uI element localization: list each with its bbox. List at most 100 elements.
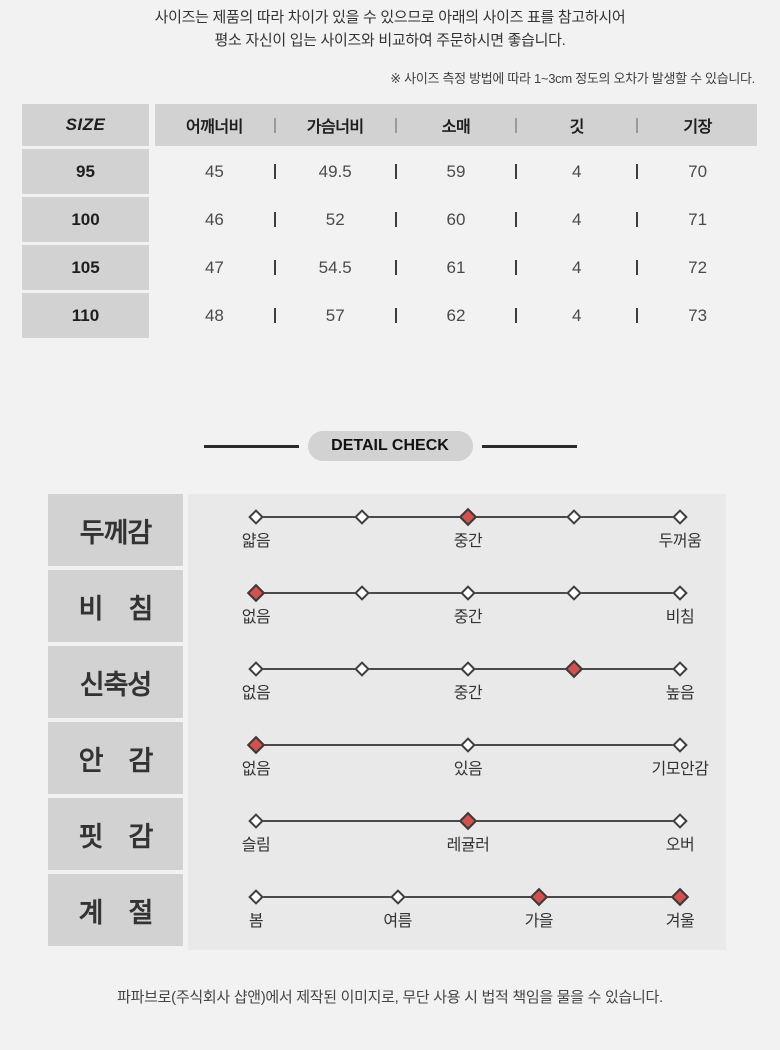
scale-point-label: 높음 <box>665 685 695 702</box>
value-cell: 45 <box>204 161 224 181</box>
row-values: 46 52 60 4 71 <box>155 197 757 242</box>
size-header-cell: SIZE <box>22 104 149 146</box>
column-separator <box>515 308 518 323</box>
scale-point-label: 얇음 <box>241 533 271 550</box>
marker-diamond <box>672 509 688 525</box>
attribute-label: 비 침 <box>48 570 183 642</box>
column-header: 기장 <box>683 119 712 136</box>
column-header: 소매 <box>441 119 471 136</box>
marker-diamond <box>672 661 688 677</box>
column-header: 깃 <box>569 119 585 136</box>
scale-point-label: 겨울 <box>665 913 695 930</box>
marker-diamond <box>248 889 264 905</box>
marker-diamond-active <box>458 507 478 527</box>
banner-line-right <box>481 444 577 448</box>
value-cell: 54.5 <box>318 257 352 277</box>
marker-diamond-active <box>246 583 266 603</box>
scale-point-label: 봄 <box>248 913 264 930</box>
scale-point-label: 중간 <box>453 533 483 550</box>
table-row: 100 46 52 60 4 71 <box>22 197 757 242</box>
column-separator <box>515 117 518 133</box>
marker-diamond <box>389 889 406 905</box>
attribute-label: 두께감 <box>48 494 183 566</box>
marker-diamond <box>460 737 476 753</box>
size-cell: 100 <box>22 197 149 242</box>
value-cell: 48 <box>204 305 224 325</box>
value-cell: 52 <box>325 209 345 229</box>
scale-row-fit: 슬림 레귤러 오버 <box>188 798 726 874</box>
detail-check-table: 두께감 비 침 신축성 안 감 핏 감 계 절 얇음 중간 두꺼움 없음 중간 비침 없… <box>48 494 726 950</box>
column-separator <box>273 117 276 133</box>
column-separator <box>273 164 276 179</box>
column-separator <box>636 212 639 227</box>
scale-row-sheerness: 없음 중간 비침 <box>188 570 726 646</box>
table-row: 105 47 54.5 61 4 72 <box>22 245 757 290</box>
column-separator <box>394 164 397 179</box>
scale-point-label: 레귤러 <box>446 837 490 854</box>
marker-diamond <box>354 585 370 601</box>
value-cell: 49.5 <box>318 161 352 181</box>
attribute-label: 안 감 <box>48 722 183 794</box>
marker-diamond-active <box>564 659 584 679</box>
marker-diamond-active <box>529 887 548 907</box>
scale-row-stretch: 없음 중간 높음 <box>188 646 726 722</box>
column-separator <box>394 308 397 323</box>
column-separator <box>394 117 397 133</box>
column-header: 가슴너비 <box>306 119 364 136</box>
scale-point-label: 없음 <box>241 609 271 626</box>
column-header: 어깨너비 <box>185 119 243 136</box>
column-separator <box>515 260 518 275</box>
column-separator <box>636 260 639 275</box>
header-columns: 어깨너비 가슴너비 소매 깃 기장 <box>155 104 757 146</box>
scale-panel: 얇음 중간 두꺼움 없음 중간 비침 없음 중간 높음 없음 있음 기모안감 슬림 레귤러 오버 봄… <box>188 494 726 950</box>
scale-line <box>256 896 680 898</box>
scale-row-season: 봄 여름 가을 겨울 <box>188 874 726 950</box>
value-cell: 72 <box>688 257 708 277</box>
scale-point-label: 있음 <box>453 761 483 778</box>
intro-line-2: 평소 자신이 입는 사이즈와 비교하여 주문하시면 좋습니다. <box>214 31 566 49</box>
column-separator <box>636 164 639 179</box>
size-table: SIZE 어깨너비 가슴너비 소매 깃 기장 95 45 49.5 59 4 7… <box>22 104 757 338</box>
value-cell: 57 <box>325 305 345 325</box>
column-separator <box>515 164 518 179</box>
size-cell: 110 <box>22 293 149 338</box>
marker-diamond-active <box>670 887 690 907</box>
column-separator <box>273 308 276 323</box>
scale-point-label: 오버 <box>665 837 695 854</box>
size-table-header-row: SIZE 어깨너비 가슴너비 소매 깃 기장 <box>22 104 757 146</box>
scale-point-label: 슬림 <box>241 837 271 854</box>
value-cell: 59 <box>446 161 466 181</box>
marker-diamond-active <box>458 811 478 831</box>
value-cell: 47 <box>204 257 224 277</box>
value-cell: 70 <box>688 161 708 181</box>
intro-text: 사이즈는 제품의 따라 차이가 있을 수 있으므로 아래의 사이즈 표를 참고하… <box>0 0 780 52</box>
marker-diamond <box>566 585 582 601</box>
scale-point-label: 중간 <box>453 685 483 702</box>
marker-diamond <box>248 813 264 829</box>
row-values: 45 49.5 59 4 70 <box>155 149 757 194</box>
detail-check-title: DETAIL CHECK <box>307 431 473 461</box>
intro-line-1: 사이즈는 제품의 따라 차이가 있을 수 있으므로 아래의 사이즈 표를 참고하… <box>154 9 626 26</box>
marker-diamond <box>566 509 582 525</box>
scale-point-label: 두꺼움 <box>658 533 702 550</box>
marker-diamond <box>672 813 688 829</box>
value-cell: 4 <box>572 161 582 181</box>
column-separator <box>394 260 397 275</box>
marker-diamond <box>354 661 370 677</box>
copyright-notice: 파파브로(주식회사 샵앤)에서 제작된 이미지로, 무단 사용 시 법적 책임을… <box>117 989 663 1006</box>
detail-check-banner: DETAIL CHECK <box>0 431 780 461</box>
value-cell: 4 <box>572 209 582 229</box>
scale-point-label: 중간 <box>453 609 483 626</box>
scale-point-label: 없음 <box>241 685 271 702</box>
column-separator <box>515 212 518 227</box>
marker-diamond <box>672 585 688 601</box>
attribute-label: 신축성 <box>48 646 183 718</box>
scale-point-label: 비침 <box>665 609 695 626</box>
scale-point-label: 기모안감 <box>651 761 709 778</box>
value-cell: 61 <box>446 257 466 277</box>
value-cell: 4 <box>572 305 582 325</box>
column-separator <box>636 308 639 323</box>
value-cell: 71 <box>688 209 708 229</box>
value-cell: 60 <box>446 209 466 229</box>
attribute-labels: 두께감 비 침 신축성 안 감 핏 감 계 절 <box>48 494 183 950</box>
